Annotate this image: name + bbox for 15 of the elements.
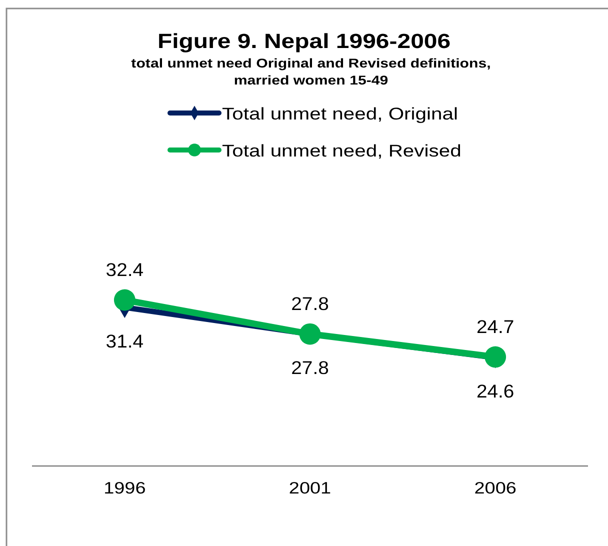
point	[299, 323, 321, 345]
data-label: 32.4	[106, 260, 144, 281]
x-tick-label: 2001	[288, 478, 332, 498]
data-label: 24.6	[476, 382, 514, 403]
x-tick-label: 1996	[104, 478, 146, 498]
data-label: 24.7	[476, 317, 514, 338]
data-label: 31.4	[106, 332, 144, 352]
data-label: 27.8	[291, 294, 329, 315]
data-label: 27.8	[291, 358, 329, 379]
x-tick-label: 2006	[474, 478, 517, 498]
chart-title: Figure 9. Nepal 1996-2006	[157, 30, 451, 53]
legend-label: Total unmet need, Original	[222, 104, 458, 124]
legend-label: Total unmet need, Revised	[222, 141, 462, 160]
point	[484, 346, 506, 368]
chart-subtitle: total unmet need Original and Revised definitions, married women 15-49	[131, 56, 491, 88]
